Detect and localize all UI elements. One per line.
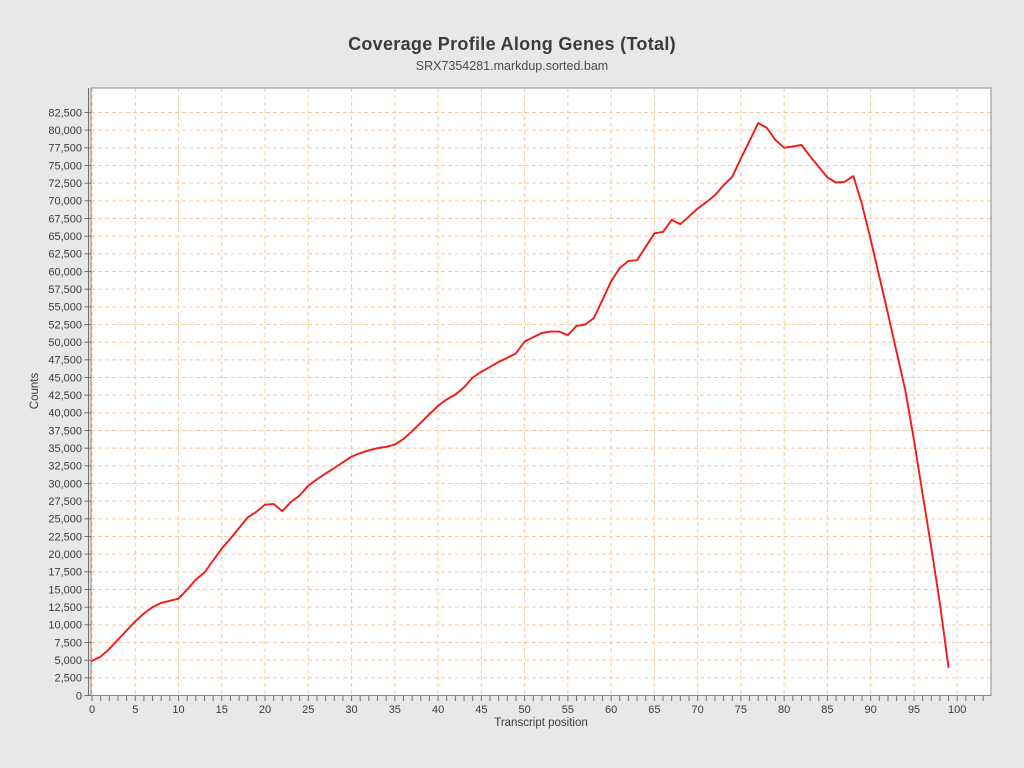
svg-text:17,500: 17,500: [48, 567, 82, 579]
svg-text:90: 90: [865, 704, 877, 716]
svg-text:82,500: 82,500: [48, 107, 82, 119]
svg-text:22,500: 22,500: [48, 531, 82, 543]
svg-text:2,500: 2,500: [54, 673, 82, 685]
svg-text:25: 25: [302, 704, 314, 716]
svg-text:75,000: 75,000: [48, 160, 82, 172]
svg-text:35: 35: [389, 704, 401, 716]
svg-text:72,500: 72,500: [48, 178, 82, 190]
svg-text:95: 95: [908, 704, 920, 716]
svg-text:45,000: 45,000: [48, 372, 82, 384]
x-axis-label: Transcript position: [494, 717, 588, 729]
svg-text:12,500: 12,500: [48, 602, 82, 614]
svg-text:70,000: 70,000: [48, 196, 82, 208]
svg-text:30: 30: [345, 704, 357, 716]
plot-background: [91, 88, 991, 696]
svg-text:67,500: 67,500: [48, 213, 82, 225]
svg-text:32,500: 32,500: [48, 461, 82, 473]
svg-text:57,500: 57,500: [48, 284, 82, 296]
svg-text:65: 65: [648, 704, 660, 716]
y-axis-label: Counts: [29, 373, 41, 410]
svg-text:37,500: 37,500: [48, 425, 82, 437]
svg-text:47,500: 47,500: [48, 355, 82, 367]
svg-text:52,500: 52,500: [48, 319, 82, 331]
svg-text:80,000: 80,000: [48, 125, 82, 137]
svg-text:15: 15: [216, 704, 228, 716]
chart-title: Coverage Profile Along Genes (Total): [348, 34, 676, 54]
plot-frame: [88, 87, 992, 696]
svg-text:5: 5: [132, 704, 138, 716]
svg-text:85: 85: [821, 704, 833, 716]
svg-text:35,000: 35,000: [48, 443, 82, 455]
svg-text:100: 100: [948, 704, 966, 716]
coverage-line: [91, 122, 950, 669]
svg-text:62,500: 62,500: [48, 249, 82, 261]
svg-text:60: 60: [605, 704, 617, 716]
svg-text:10,000: 10,000: [48, 620, 82, 632]
axis-ticks: [84, 112, 984, 701]
svg-text:7,500: 7,500: [54, 637, 82, 649]
svg-text:50: 50: [518, 704, 530, 716]
svg-text:20,000: 20,000: [48, 549, 82, 561]
svg-text:55,000: 55,000: [48, 302, 82, 314]
svg-text:30,000: 30,000: [48, 478, 82, 490]
svg-text:77,500: 77,500: [48, 143, 82, 155]
svg-text:0: 0: [76, 690, 82, 702]
tick-labels: 0 2,500 5,000 7,500 10,000 12,500 15,000 17,500…: [48, 107, 966, 716]
svg-text:10: 10: [172, 704, 184, 716]
svg-text:50,000: 50,000: [48, 337, 82, 349]
svg-text:20: 20: [259, 704, 271, 716]
svg-text:40: 40: [432, 704, 444, 716]
svg-text:75: 75: [735, 704, 747, 716]
svg-text:65,000: 65,000: [48, 231, 82, 243]
svg-text:25,000: 25,000: [48, 514, 82, 526]
svg-text:80: 80: [778, 704, 790, 716]
svg-text:42,500: 42,500: [48, 390, 82, 402]
svg-text:60,000: 60,000: [48, 266, 82, 278]
svg-text:40,000: 40,000: [48, 408, 82, 420]
svg-text:27,500: 27,500: [48, 496, 82, 508]
gridlines: [91, 88, 991, 696]
svg-text:45: 45: [475, 704, 487, 716]
svg-text:70: 70: [692, 704, 704, 716]
chart-subtitle: SRX7354281.markdup.sorted.bam: [415, 59, 609, 73]
svg-text:0: 0: [89, 704, 95, 716]
svg-text:5,000: 5,000: [54, 655, 82, 667]
svg-text:55: 55: [562, 704, 574, 716]
svg-text:15,000: 15,000: [48, 584, 82, 596]
